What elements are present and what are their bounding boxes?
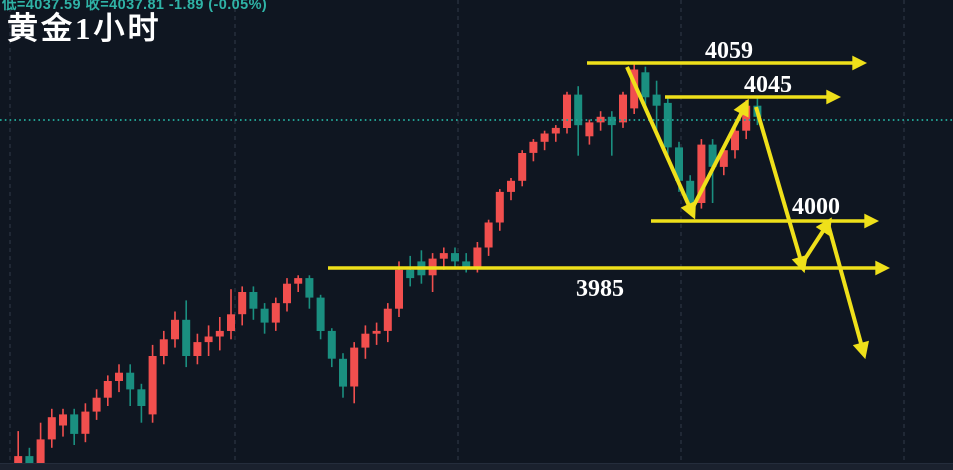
candle	[126, 364, 135, 406]
level-line-4059[interactable]: 4059	[587, 38, 868, 71]
candle	[182, 300, 191, 368]
candle	[495, 189, 504, 231]
level-label-3985: 3985	[576, 276, 624, 302]
candle	[641, 66, 650, 106]
candle	[607, 111, 616, 156]
level-label-4045: 4045	[744, 72, 792, 98]
candle	[540, 130, 549, 151]
candle	[271, 297, 280, 331]
candle	[585, 119, 594, 145]
candle	[249, 286, 258, 320]
drawing-annotations: 4059 4045 4000 3985	[328, 38, 891, 360]
candle	[327, 328, 336, 368]
candle	[619, 91, 627, 128]
candle	[731, 125, 739, 159]
candle	[204, 325, 213, 356]
candle	[350, 342, 359, 404]
candle	[451, 247, 459, 267]
candle	[193, 333, 202, 365]
candle	[115, 364, 123, 393]
candle	[316, 294, 325, 340]
candle	[70, 408, 79, 445]
candle	[305, 275, 314, 309]
candle	[697, 139, 706, 209]
candle	[652, 80, 661, 137]
candle	[148, 344, 157, 423]
candle	[518, 150, 527, 187]
candle	[81, 403, 90, 443]
candle	[215, 317, 224, 351]
candle	[395, 261, 403, 317]
candle	[507, 178, 515, 201]
candle	[563, 91, 571, 134]
candle	[574, 86, 583, 156]
candle	[372, 322, 381, 345]
candle	[361, 325, 370, 359]
ohlc-readout: 低=4037.59 收=4037.81 -1.89 (-0.05%)	[2, 0, 268, 13]
candle	[339, 353, 347, 398]
candle	[260, 303, 269, 334]
vertical-gridlines	[9, 0, 905, 464]
candle	[238, 286, 247, 326]
candle	[92, 389, 101, 420]
level-line-4045[interactable]: 4045	[665, 72, 842, 105]
candle	[283, 278, 291, 312]
candle	[103, 375, 112, 406]
candle	[529, 139, 538, 162]
candle	[59, 408, 67, 437]
candle	[294, 275, 303, 292]
projection-zigzag-arrows[interactable]	[625, 66, 869, 360]
candle	[439, 247, 448, 270]
level-label-4000: 4000	[792, 194, 840, 220]
candle	[630, 64, 639, 114]
candle	[551, 125, 560, 142]
candlestick-series	[14, 64, 762, 470]
candle	[428, 253, 437, 292]
level-line-3985[interactable]: 3985	[328, 260, 891, 302]
chart-title: 黄金1小时	[7, 11, 162, 46]
candle	[383, 303, 392, 343]
candle	[484, 219, 493, 256]
candle	[663, 97, 672, 159]
candle	[171, 311, 179, 348]
level-label-4059: 4059	[705, 38, 753, 64]
candle	[137, 383, 146, 423]
candle	[159, 330, 168, 365]
candle	[47, 408, 56, 448]
candle	[227, 289, 235, 340]
time-axis-strip[interactable]	[0, 463, 953, 470]
candle	[406, 255, 415, 287]
